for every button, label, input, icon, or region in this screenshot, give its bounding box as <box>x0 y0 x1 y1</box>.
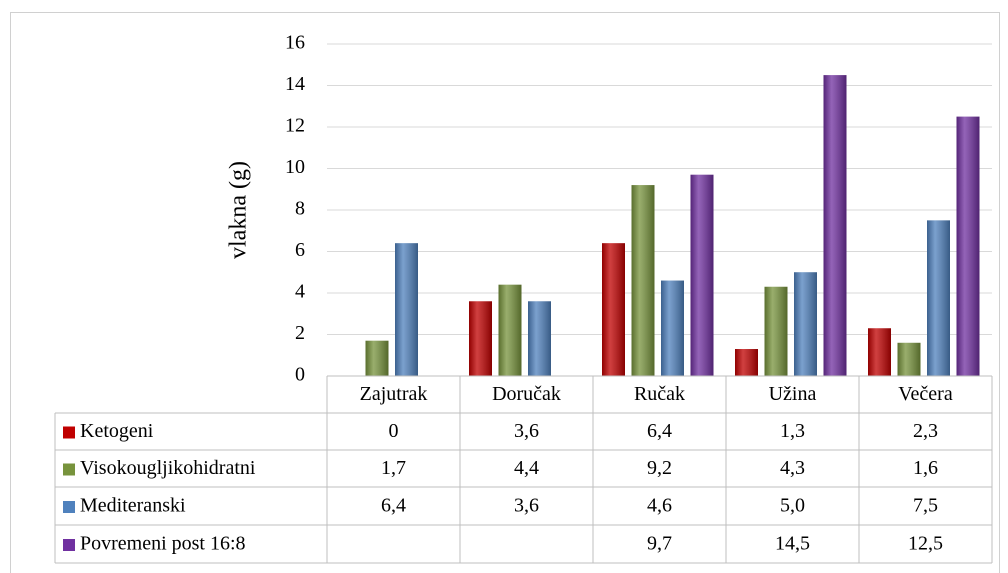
bar <box>794 272 817 376</box>
x-tick-label: Zajutrak <box>360 383 428 405</box>
y-tick-label: 8 <box>295 198 305 220</box>
legend-marker <box>63 426 75 439</box>
x-tick-label: Večera <box>898 383 953 405</box>
bar <box>868 328 891 376</box>
bar <box>661 280 684 376</box>
x-tick-label: Ručak <box>634 383 685 405</box>
bar <box>365 340 389 376</box>
y-tick-label: 16 <box>285 32 305 54</box>
legend-marker <box>63 539 75 551</box>
legend-marker <box>63 463 75 476</box>
table-value: 4,4 <box>514 457 539 479</box>
table-value: 12,5 <box>908 533 943 555</box>
y-tick-label: 6 <box>295 239 305 261</box>
legend-label: Visokougljikohidratni <box>80 457 256 479</box>
bar <box>469 301 492 376</box>
bar <box>528 301 551 376</box>
y-tick-label: 12 <box>285 115 305 137</box>
table-value: 4,3 <box>780 457 805 479</box>
table-value: 3,6 <box>514 420 539 442</box>
y-axis-title: vlakna (g) <box>226 161 252 259</box>
bar <box>764 286 788 376</box>
legend-label: Povremeni post 16:8 <box>80 533 246 555</box>
bar <box>498 284 522 376</box>
legend-label: Ketogeni <box>80 420 154 442</box>
chart-frame <box>10 12 1000 573</box>
bar <box>956 116 980 376</box>
y-tick-label: 2 <box>295 322 305 344</box>
y-tick-label: 4 <box>295 281 305 303</box>
legend-label: Mediteranski <box>80 495 186 517</box>
table-value: 14,5 <box>775 533 810 555</box>
table-value: 6,4 <box>381 495 406 517</box>
y-tick-label: 0 <box>295 364 305 386</box>
bar <box>395 243 418 376</box>
legend-marker <box>63 501 75 513</box>
bar <box>602 243 625 376</box>
table-value: 1,3 <box>780 420 805 442</box>
bar <box>897 342 921 376</box>
table-value: 1,7 <box>381 457 406 479</box>
table-value: 1,6 <box>913 457 938 479</box>
table-value: 9,7 <box>647 533 672 555</box>
table-value: 7,5 <box>913 495 938 517</box>
table-value: 5,0 <box>780 495 805 517</box>
bar <box>823 75 847 376</box>
bar <box>631 185 655 376</box>
table-value: 6,4 <box>647 420 672 442</box>
table-value: 4,6 <box>647 495 672 517</box>
bar <box>927 220 950 376</box>
x-tick-label: Doručak <box>492 383 561 405</box>
y-tick-label: 10 <box>285 156 305 178</box>
table-value: 0 <box>389 420 399 442</box>
table-value: 2,3 <box>913 420 938 442</box>
y-tick-label: 14 <box>285 73 305 95</box>
x-tick-label: Užina <box>769 383 817 405</box>
bar <box>735 349 758 376</box>
bar <box>690 174 714 376</box>
table-value: 9,2 <box>647 457 672 479</box>
table-value: 3,6 <box>514 495 539 517</box>
